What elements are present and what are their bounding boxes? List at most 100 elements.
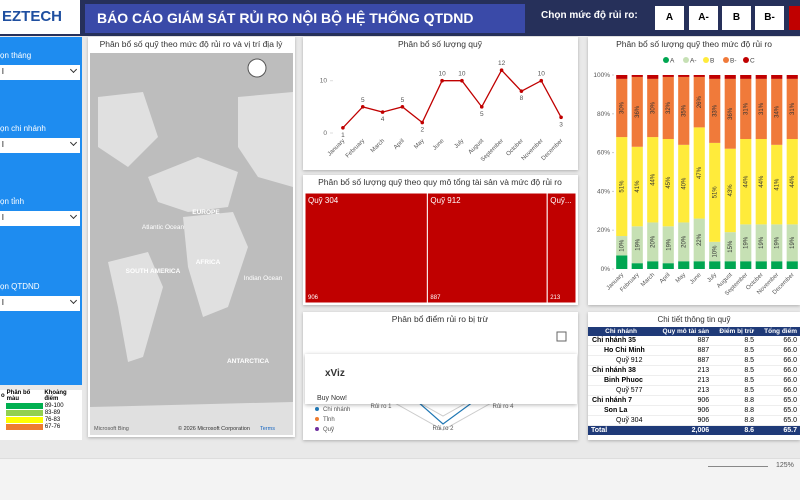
table-cell: 66.0 [783, 387, 797, 394]
bar-segment [771, 224, 783, 262]
segment-label: 41% [775, 178, 781, 191]
status-bar: 125% [0, 458, 800, 500]
risk-button[interactable]: B- [755, 6, 784, 30]
bar-segment [786, 224, 798, 262]
x-tick-label: March [640, 272, 656, 288]
segment-label: 31% [744, 102, 750, 115]
map-select-tool[interactable] [247, 58, 267, 78]
radar-title: Phân bổ điểm rủi ro bị trừ [392, 314, 489, 324]
table-icon [556, 331, 567, 342]
bar-segment [740, 224, 752, 262]
bar-segment [662, 263, 674, 269]
line-point [519, 89, 524, 93]
table-total-cell: 8.6 [744, 427, 755, 434]
legend-grid: o Phân bố màu Khoảng điểm 89-100 83-89 76-83 6… [0, 390, 82, 431]
radar-legend-label: Quỹ [323, 427, 334, 433]
bar-segment [709, 75, 721, 79]
filter-label: ọn QTDND [0, 282, 40, 291]
bar-segment [786, 139, 798, 225]
tile-value: 213 [550, 295, 561, 301]
x-tick-label: June [689, 272, 703, 286]
data-label: 12 [498, 60, 506, 67]
segment-label: 44% [790, 175, 796, 188]
x-tick-label: October [505, 138, 524, 157]
tile-value: 887 [430, 295, 441, 301]
legend-header-cell: Khoảng điểm [44, 390, 67, 403]
line-point [539, 78, 544, 83]
bar-segment [616, 236, 628, 256]
table-cell: Son La [604, 407, 628, 414]
bar-segment [693, 127, 705, 219]
table-cell: Quỹ 304 [616, 417, 643, 424]
bar-segment [771, 144, 783, 225]
legend-swatch [5, 423, 44, 431]
x-tick-label: February [345, 138, 366, 159]
segment-label: 32% [666, 101, 672, 114]
y-tick-label: 0% [601, 266, 611, 273]
bar-segment [755, 75, 767, 79]
table-cell: 8.5 [744, 357, 755, 364]
filter-dropdown[interactable]: l [0, 211, 80, 226]
table-row: Ho Chi Minh 887 8.5 66.0 [588, 346, 800, 356]
line-point [499, 68, 504, 73]
segment-label: 33% [713, 104, 719, 117]
legend-swatch [743, 57, 749, 63]
radar-legend-label: Chi nhánh [323, 407, 350, 413]
treemap-tile [546, 192, 577, 304]
segment-label: 36% [728, 107, 734, 120]
table-cell: 906 [697, 417, 710, 424]
filter-dropdown[interactable]: l [0, 296, 80, 311]
map-label: Atlantic Ocean [142, 224, 185, 231]
legend-swatch [703, 57, 709, 63]
line-series [342, 69, 562, 129]
table-cell: 8.5 [744, 337, 755, 344]
radar-legend-swatch [315, 427, 319, 431]
filter-dropdown[interactable]: l [0, 138, 80, 153]
bar-segment [740, 78, 752, 140]
table-cell: Binh Phuoc [604, 377, 643, 384]
filter-dropdown[interactable]: l [0, 65, 80, 80]
table-cell: Quỹ 577 [616, 387, 643, 394]
bar-segment [709, 261, 721, 269]
map-panel: Phân bổ số quỹ theo mức độ rủi ro và vị … [88, 37, 295, 437]
buy-now[interactable]: Buy Now! [317, 395, 347, 402]
radar-legend-swatch [315, 417, 319, 421]
table-cell: 66.0 [783, 357, 797, 364]
table-header-cell: Điểm bị trừ [719, 328, 755, 335]
zoom-slider[interactable] [708, 466, 768, 467]
x-tick-label: June [432, 138, 446, 152]
landmass [148, 157, 238, 212]
bar-segment [755, 78, 767, 140]
bar-segment [740, 75, 752, 79]
stacked-bar-chart: Phân bổ số lượng quỹ theo mức độ rủi ro A… [593, 39, 798, 297]
table-cell: 65.0 [783, 397, 797, 404]
legend-range: 76-83 [44, 417, 61, 423]
legend-swatch [5, 409, 44, 417]
risk-button[interactable]: A [655, 6, 684, 30]
x-tick-label: March [370, 138, 386, 154]
risk-button[interactable]: A- [689, 6, 718, 30]
bar-segment [662, 139, 674, 227]
y-tick-label: 60% [597, 150, 610, 157]
legend-row: 76-83 [0, 416, 82, 424]
segment-label: 44% [759, 175, 765, 188]
x-tick-label: August [468, 138, 486, 156]
table-row: Binh Phuoc 213 8.5 66.0 [588, 376, 800, 386]
bar-segment [616, 75, 628, 79]
data-label: 8 [520, 95, 524, 102]
legend-row: 89-100 [0, 402, 82, 410]
risk-button[interactable]: B [722, 6, 751, 30]
dropdown-chevron [69, 65, 78, 74]
segment-label: 44% [651, 173, 657, 186]
bar-segment [678, 261, 690, 269]
table-cell: 906 [697, 397, 710, 404]
legend-label: A- [690, 58, 697, 65]
radar-legend-swatch [315, 407, 319, 411]
table-cell: 906 [697, 407, 710, 414]
risk-button[interactable]: C [789, 6, 800, 30]
table-total: Total 2,006 8.6 65.7 [588, 425, 800, 435]
line-point [341, 125, 345, 130]
bar-segment [678, 222, 690, 262]
data-label: 5 [401, 97, 405, 104]
filter-label: ọn tỉnh [0, 197, 25, 206]
